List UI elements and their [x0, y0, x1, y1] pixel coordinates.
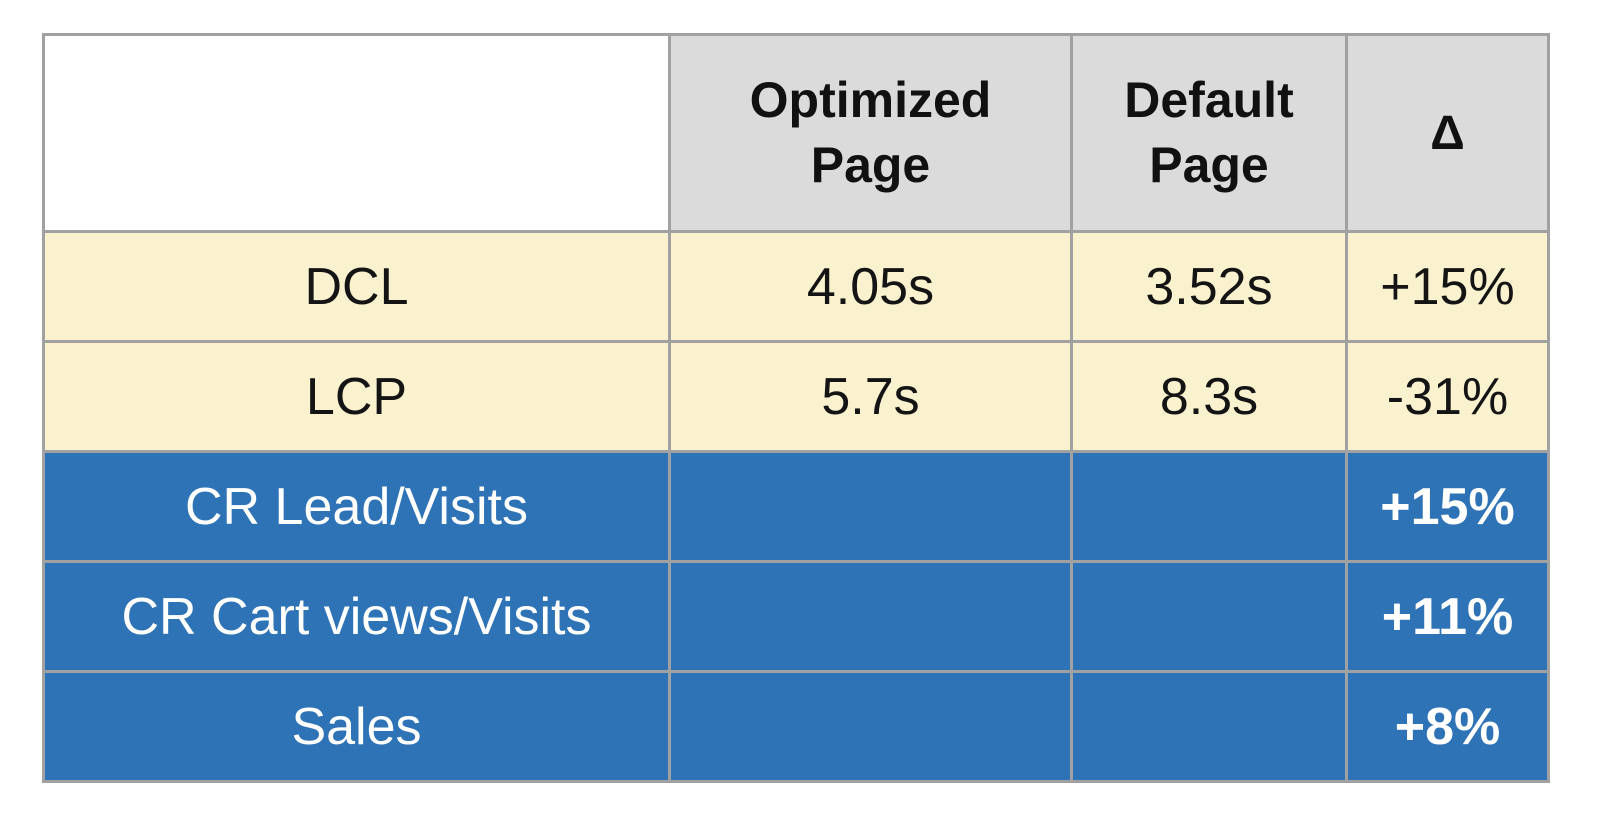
cell-cr-cart-optimized	[668, 560, 1073, 673]
row-label-cr-cart-views-visits: CR Cart views/Visits	[42, 560, 671, 673]
col-header-delta: Δ	[1345, 33, 1550, 233]
corner-cell	[42, 33, 671, 233]
row-label-dcl: DCL	[42, 230, 671, 343]
header-row: Optimized Page Default Page Δ	[42, 33, 1550, 233]
table-row-dcl: DCL 4.05s 3.52s +15%	[42, 230, 1550, 343]
cell-cr-lead-optimized	[668, 450, 1073, 563]
cell-cr-cart-default	[1070, 560, 1348, 673]
cell-dcl-default: 3.52s	[1070, 230, 1348, 343]
metrics-comparison-table: Optimized Page Default Page Δ DCL 4.05s …	[42, 33, 1550, 783]
row-label-lcp: LCP	[42, 340, 671, 453]
cell-cr-lead-delta: +15%	[1345, 450, 1550, 563]
cell-lcp-delta: -31%	[1345, 340, 1550, 453]
cell-dcl-optimized: 4.05s	[668, 230, 1073, 343]
delta-symbol: Δ	[1430, 107, 1465, 161]
cell-lcp-default: 8.3s	[1070, 340, 1348, 453]
cell-dcl-delta: +15%	[1345, 230, 1550, 343]
cell-sales-optimized	[668, 670, 1073, 783]
table-row-cr-lead-visits: CR Lead/Visits +15%	[42, 450, 1550, 563]
table-row-sales: Sales +8%	[42, 670, 1550, 783]
col-header-optimized-page: Optimized Page	[668, 33, 1073, 233]
cell-cr-cart-delta: +11%	[1345, 560, 1550, 673]
cell-sales-delta: +8%	[1345, 670, 1550, 783]
cell-sales-default	[1070, 670, 1348, 783]
cell-lcp-optimized: 5.7s	[668, 340, 1073, 453]
col-header-optimized-page-label: Optimized Page	[749, 72, 992, 193]
col-header-default-page-label: Default Page	[1124, 72, 1294, 193]
row-label-cr-lead-visits: CR Lead/Visits	[42, 450, 671, 563]
row-label-sales: Sales	[42, 670, 671, 783]
table-row-cr-cart-views-visits: CR Cart views/Visits +11%	[42, 560, 1550, 673]
cell-cr-lead-default	[1070, 450, 1348, 563]
col-header-default-page: Default Page	[1070, 33, 1348, 233]
table-row-lcp: LCP 5.7s 8.3s -31%	[42, 340, 1550, 453]
